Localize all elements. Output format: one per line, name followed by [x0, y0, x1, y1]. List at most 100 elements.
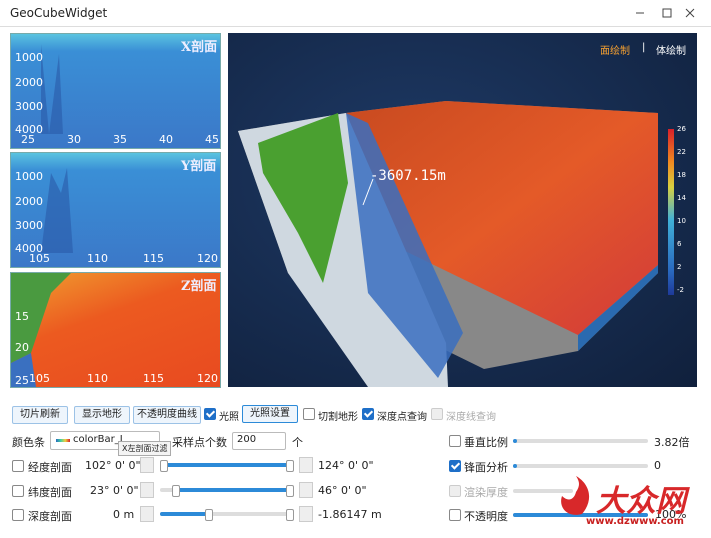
lon-knob-min[interactable]: [160, 460, 168, 472]
lat-slider[interactable]: [160, 488, 292, 492]
x-tick: 115: [143, 252, 164, 265]
vscale-slider[interactable]: [513, 439, 648, 443]
x-tick: 105: [29, 252, 50, 265]
opacity-slider[interactable]: [513, 513, 648, 517]
lon-min-spin[interactable]: [140, 457, 154, 473]
lat-checkbox[interactable]: [12, 485, 24, 497]
opacity-checkbox[interactable]: [449, 509, 461, 521]
colorbar-tick: 6: [677, 240, 682, 248]
opacity-value: 100%: [655, 508, 687, 521]
samples-unit: 个: [292, 436, 303, 449]
y-tick: 25: [15, 374, 29, 387]
front-slider[interactable]: [513, 464, 648, 468]
lat-label: 纬度剖面: [28, 486, 72, 499]
vscale-label: 垂直比例: [464, 436, 508, 449]
lon-checkbox[interactable]: [12, 460, 24, 472]
depth-slider[interactable]: [160, 512, 292, 516]
x-tick: 35: [113, 133, 127, 146]
watermark-logo: 大众网: [596, 484, 686, 519]
front-checkbox[interactable]: [449, 460, 461, 472]
depth-min: 0 m: [113, 508, 135, 521]
x-tick: 110: [87, 372, 108, 385]
depth-max-spin[interactable]: [299, 506, 313, 522]
y-tick: 3000: [15, 100, 43, 113]
lat-max: 46° 0' 0": [318, 484, 367, 497]
y-tick: 15: [15, 310, 29, 323]
panel-label: Z剖面: [181, 279, 217, 294]
lighting-settings-button[interactable]: 光照设置: [242, 405, 298, 423]
y-tick: 2000: [15, 76, 43, 89]
refresh-button[interactable]: 切片刷新: [12, 406, 68, 424]
colorbar-label: 颜色条: [12, 436, 45, 449]
lighting-checkbox[interactable]: [204, 408, 216, 420]
colorbar-tick: 2: [677, 263, 682, 271]
x-tick: 120: [197, 252, 218, 265]
lighting-label: 光照: [219, 412, 239, 423]
x-tick: 110: [87, 252, 108, 265]
x-tick: 40: [159, 133, 173, 146]
watermark-url: www.dzwww.com: [586, 516, 684, 527]
thickness-checkbox: [449, 485, 461, 497]
x-tick: 120: [197, 372, 218, 385]
lat-min-spin[interactable]: [140, 482, 154, 498]
mode-volume[interactable]: 体绘制: [656, 46, 686, 57]
watermark: 大众网 www.dzwww.com: [556, 474, 706, 534]
samples-label: 采样点个数: [172, 436, 227, 449]
depth-point-checkbox[interactable]: [362, 408, 374, 420]
panel-label: Y剖面: [181, 159, 217, 174]
depth-annotation: -3607.15m: [370, 168, 446, 184]
lat-knob-min[interactable]: [172, 485, 180, 497]
depth-line-checkbox: [431, 408, 443, 420]
depth-knob-max[interactable]: [286, 509, 294, 521]
vscale-checkbox[interactable]: [449, 435, 461, 447]
window-buttons[interactable]: [630, 6, 705, 20]
colorbar-tick: 18: [677, 171, 686, 179]
terrain-button[interactable]: 显示地形: [74, 406, 130, 424]
z-section-panel: Z剖面 15 20 25 105 110 115 120: [10, 272, 221, 388]
cube: [238, 101, 658, 387]
mode-surface[interactable]: 面绘制: [600, 46, 630, 57]
y-tick: 4000: [15, 242, 43, 255]
x-tick: 105: [29, 372, 50, 385]
lon-min: 102° 0' 0": [85, 459, 141, 472]
depth-point-label: 深度点查询: [377, 412, 427, 423]
x-section-panel: X剖面 1000 2000 3000 4000 25 30 35 40 45: [10, 33, 221, 149]
lat-max-spin[interactable]: [299, 482, 313, 498]
y-tick: 2000: [15, 195, 43, 208]
front-value: 0: [654, 459, 661, 472]
3d-view[interactable]: 面绘制 | 体绘制 -3607.15m 26 22 18 14 10 6 2 -…: [228, 33, 697, 387]
title-bar: GeoCubeWidget: [0, 0, 711, 27]
y-tick: 20: [15, 341, 29, 354]
colorbar-tick: 26: [677, 125, 686, 133]
depth-max: -1.86147 m: [318, 508, 382, 521]
lon-knob-max[interactable]: [286, 460, 294, 472]
cut-terrain-checkbox[interactable]: [303, 408, 315, 420]
y-tick: 1000: [15, 51, 43, 64]
thickness-label: 渲染厚度: [464, 486, 508, 499]
x-tick: 115: [143, 372, 164, 385]
tooltip: X左剖面过滤: [118, 441, 172, 456]
samples-spinbox[interactable]: 200: [232, 432, 286, 450]
colorbar: [668, 129, 674, 295]
colorbar-combobox[interactable]: colorBar_J: [50, 431, 160, 450]
mode-separator: |: [642, 42, 646, 53]
lon-slider[interactable]: [160, 463, 292, 467]
x-tick: 45: [205, 133, 219, 146]
lat-knob-max[interactable]: [286, 485, 294, 497]
opacity-curve-button[interactable]: 不透明度曲线: [133, 406, 201, 424]
window-title: GeoCubeWidget: [10, 6, 108, 20]
lat-min: 23° 0' 0": [90, 484, 139, 497]
y-tick: 1000: [15, 170, 43, 183]
panel-label: X剖面: [181, 40, 218, 55]
depth-checkbox[interactable]: [12, 509, 24, 521]
colorbar-tick: 22: [677, 148, 686, 156]
depth-knob-min[interactable]: [205, 509, 213, 521]
y-tick: 4000: [15, 123, 43, 136]
lon-max-spin[interactable]: [299, 457, 313, 473]
front-label: 锋面分析: [464, 461, 508, 474]
depth-min-spin[interactable]: [140, 506, 154, 522]
depth-label: 深度剖面: [28, 510, 72, 523]
x-tick: 30: [67, 133, 81, 146]
samples-value: 200: [237, 434, 257, 445]
